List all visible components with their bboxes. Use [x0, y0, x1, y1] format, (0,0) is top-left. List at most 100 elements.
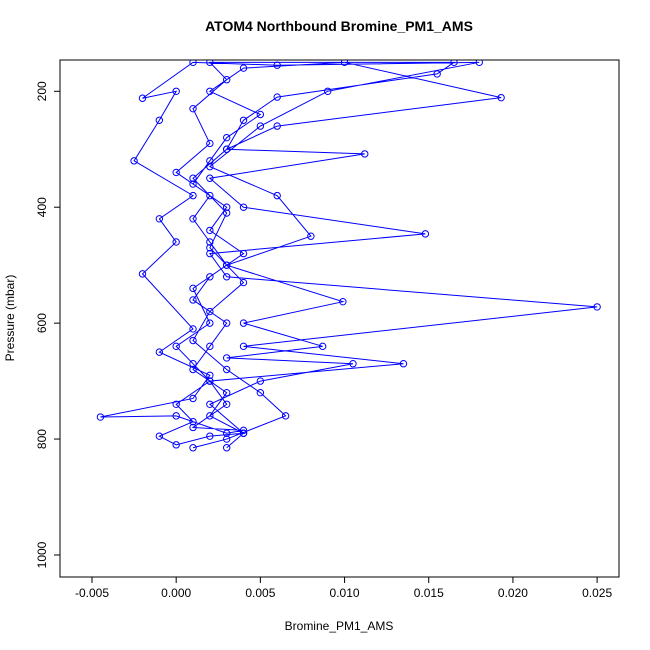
- data-line: [100, 61, 598, 449]
- data-point: [96, 413, 105, 421]
- data-point: [239, 249, 248, 258]
- data-point: [307, 232, 315, 240]
- data-point: [273, 93, 281, 101]
- data-point: [349, 360, 357, 368]
- data-point: [222, 273, 231, 281]
- data-point: [475, 60, 483, 67]
- data-point: [222, 145, 231, 153]
- data-point: [593, 303, 601, 311]
- data-point: [189, 174, 197, 182]
- data-point: [189, 60, 197, 67]
- data-point: [239, 429, 248, 437]
- data-point: [339, 297, 347, 306]
- data-point: [399, 360, 408, 368]
- data-point: [189, 180, 197, 188]
- data-point: [273, 122, 281, 130]
- y-axis-label: Pressure (mbar): [3, 275, 17, 362]
- x-tick-label: 0.020: [498, 586, 528, 600]
- data-point: [222, 435, 231, 443]
- data-point: [206, 139, 214, 148]
- data-point: [222, 429, 231, 437]
- data-point: [189, 365, 197, 374]
- data-point: [189, 360, 197, 368]
- data-point: [189, 444, 197, 452]
- data-point: [239, 116, 248, 124]
- data-point: [318, 342, 327, 351]
- data-point: [172, 412, 180, 420]
- data-point: [206, 319, 214, 327]
- data-point: [281, 412, 290, 420]
- data-point: [206, 412, 214, 420]
- data-point: [189, 296, 197, 304]
- data-point: [155, 348, 164, 356]
- data-point: [172, 238, 180, 246]
- data-point: [222, 133, 231, 142]
- data-point: [256, 377, 265, 385]
- data-point: [273, 191, 281, 200]
- data-point: [189, 336, 197, 345]
- data-point: [421, 230, 430, 238]
- data-point: [189, 325, 197, 333]
- x-tick-label: 0.025: [582, 586, 612, 600]
- data-point: [206, 174, 214, 182]
- data-point: [206, 342, 214, 351]
- data-point: [189, 417, 197, 426]
- data-point: [172, 400, 180, 408]
- data-point: [222, 209, 231, 217]
- data-point: [497, 93, 505, 102]
- data-point: [206, 87, 214, 95]
- data-point: [172, 87, 180, 95]
- y-tick-label: 400: [35, 197, 49, 217]
- x-axis-label: Bromine_PM1_AMS: [285, 619, 394, 633]
- y-tick-label: 800: [35, 429, 49, 449]
- data-point: [361, 150, 369, 158]
- x-tick-label: 0.005: [245, 586, 275, 600]
- data-point: [206, 244, 214, 252]
- data-point: [130, 157, 138, 165]
- data-point: [256, 110, 265, 119]
- data-point: [189, 104, 197, 113]
- data-point: [206, 162, 214, 171]
- data-point: [222, 203, 231, 211]
- data-point: [189, 284, 197, 293]
- data-point: [222, 319, 231, 327]
- data-point: [340, 60, 349, 67]
- data-point: [206, 226, 214, 235]
- data-point: [239, 342, 248, 351]
- data-point: [155, 215, 164, 223]
- chart-title: ATOM4 Northbound Bromine_PM1_AMS: [205, 18, 473, 34]
- data-point: [138, 270, 147, 278]
- x-tick-label: -0.005: [75, 586, 109, 600]
- data-point: [206, 157, 214, 165]
- data-point: [206, 249, 214, 258]
- data-point: [273, 61, 281, 69]
- data-point: [222, 365, 231, 374]
- data-point: [172, 168, 180, 177]
- data-point: [138, 94, 147, 102]
- data-point: [222, 76, 231, 84]
- data-point: [206, 191, 214, 200]
- data-point: [239, 426, 248, 435]
- data-point: [239, 203, 248, 211]
- data-point: [206, 273, 214, 281]
- data-point: [172, 441, 180, 449]
- data-point: [206, 377, 214, 385]
- data-point: [239, 319, 248, 327]
- data-point: [222, 354, 231, 362]
- data-point: [189, 191, 197, 200]
- data-point: [206, 432, 214, 440]
- data-point: [206, 307, 214, 316]
- data-point: [189, 423, 197, 432]
- data-point: [222, 261, 231, 269]
- data-point: [239, 278, 248, 287]
- data-point: [433, 70, 441, 78]
- data-point: [189, 394, 197, 403]
- data-point: [189, 215, 197, 223]
- data-point: [256, 122, 265, 130]
- x-tick-label: 0.010: [330, 586, 360, 600]
- data-point: [172, 342, 180, 351]
- data-point: [239, 64, 248, 72]
- data-point: [155, 116, 164, 124]
- data-point: [155, 432, 164, 440]
